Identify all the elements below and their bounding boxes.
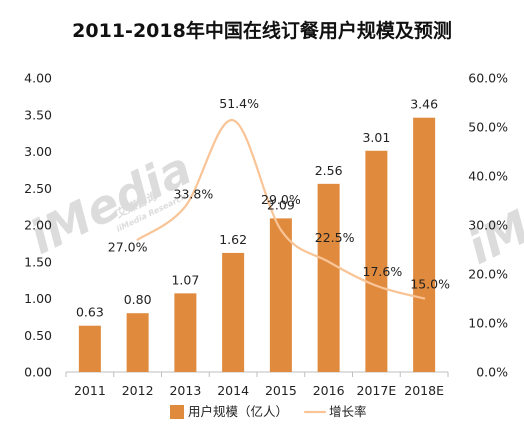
bar bbox=[126, 313, 149, 372]
y-right-tick-label: 30.0% bbox=[468, 218, 508, 233]
growth-rate-label: 29.0% bbox=[261, 192, 301, 207]
x-tick-label: 2016 bbox=[313, 383, 345, 398]
bar-series bbox=[78, 117, 436, 372]
y-left-tick-label: 3.00 bbox=[24, 144, 52, 159]
x-tick-label: 2018E bbox=[404, 383, 444, 398]
y-right-tick-label: 10.0% bbox=[468, 316, 508, 331]
bar bbox=[413, 117, 436, 372]
bar-value-label: 3.01 bbox=[362, 130, 390, 145]
y-left-tick-label: 3.50 bbox=[24, 107, 52, 122]
y-left-tick-label: 1.50 bbox=[24, 254, 52, 269]
bar bbox=[78, 325, 101, 372]
growth-rate-label: 33.8% bbox=[174, 186, 214, 201]
growth-rate-label: 51.4% bbox=[219, 96, 259, 111]
chart-title: 2011-2018年中国在线订餐用户规模及预测 bbox=[72, 19, 452, 42]
y-axis-left: 0.00 0.50 1.00 1.50 2.00 2.50 3.00 3.50 4.00 bbox=[24, 71, 52, 380]
x-axis: 2011 2012 2013 2014 2015 2016 2017E 2018E bbox=[65, 372, 449, 398]
bar bbox=[269, 218, 292, 372]
bar-value-label: 0.80 bbox=[124, 292, 152, 307]
y-left-tick-label: 0.50 bbox=[24, 328, 52, 343]
y-right-tick-label: 60.0% bbox=[468, 71, 508, 86]
y-right-tick-label: 50.0% bbox=[468, 120, 508, 135]
y-right-tick-label: 40.0% bbox=[468, 169, 508, 184]
bar bbox=[222, 252, 245, 372]
bar bbox=[174, 293, 197, 372]
y-left-tick-label: 2.00 bbox=[24, 218, 52, 233]
y-left-tick-label: 1.00 bbox=[24, 291, 52, 306]
y-left-tick-label: 2.50 bbox=[24, 181, 52, 196]
y-right-tick-label: 20.0% bbox=[468, 267, 508, 282]
x-tick-label: 2013 bbox=[169, 383, 201, 398]
growth-rate-label: 22.5% bbox=[315, 230, 355, 245]
y-axis-right: 0.0% 10.0% 20.0% 30.0% 40.0% 50.0% 60.0% bbox=[468, 71, 508, 380]
legend-bar-label: 用户规模（亿人） bbox=[188, 404, 288, 419]
x-tick-label: 2015 bbox=[265, 383, 297, 398]
bar-value-label: 0.63 bbox=[76, 305, 104, 320]
bar bbox=[365, 150, 388, 372]
growth-rate-label: 17.6% bbox=[363, 264, 403, 279]
growth-rate-label: 27.0% bbox=[108, 240, 148, 255]
legend-line-label: 增长率 bbox=[329, 404, 367, 419]
x-tick-label: 2017E bbox=[357, 383, 397, 398]
growth-rate-labels: 27.0% 33.8% 51.4% 29.0% 22.5% 17.6% 15.0% bbox=[108, 96, 450, 291]
x-tick-label: 2012 bbox=[122, 383, 154, 398]
legend-bar-swatch bbox=[170, 405, 184, 419]
growth-rate-line bbox=[136, 119, 426, 300]
y-left-tick-label: 0.00 bbox=[24, 365, 52, 380]
bar-value-label: 2.56 bbox=[315, 163, 343, 178]
growth-rate-label: 15.0% bbox=[410, 277, 450, 292]
legend: 用户规模（亿人） 增长率 bbox=[170, 404, 367, 419]
bar-value-label: 2.09 bbox=[267, 197, 295, 212]
x-tick-label: 2011 bbox=[74, 383, 106, 398]
bar-value-label: 1.62 bbox=[219, 232, 247, 247]
bar-value-label: 3.46 bbox=[410, 97, 438, 112]
x-tick-label: 2014 bbox=[217, 383, 249, 398]
y-right-tick-label: 0.0% bbox=[476, 365, 508, 380]
bar-value-label: 1.07 bbox=[171, 272, 199, 287]
y-left-tick-label: 4.00 bbox=[24, 71, 52, 86]
bar-value-labels: 0.63 0.80 1.07 1.62 2.09 2.56 3.01 3.46 bbox=[76, 97, 438, 320]
bar bbox=[317, 183, 340, 372]
